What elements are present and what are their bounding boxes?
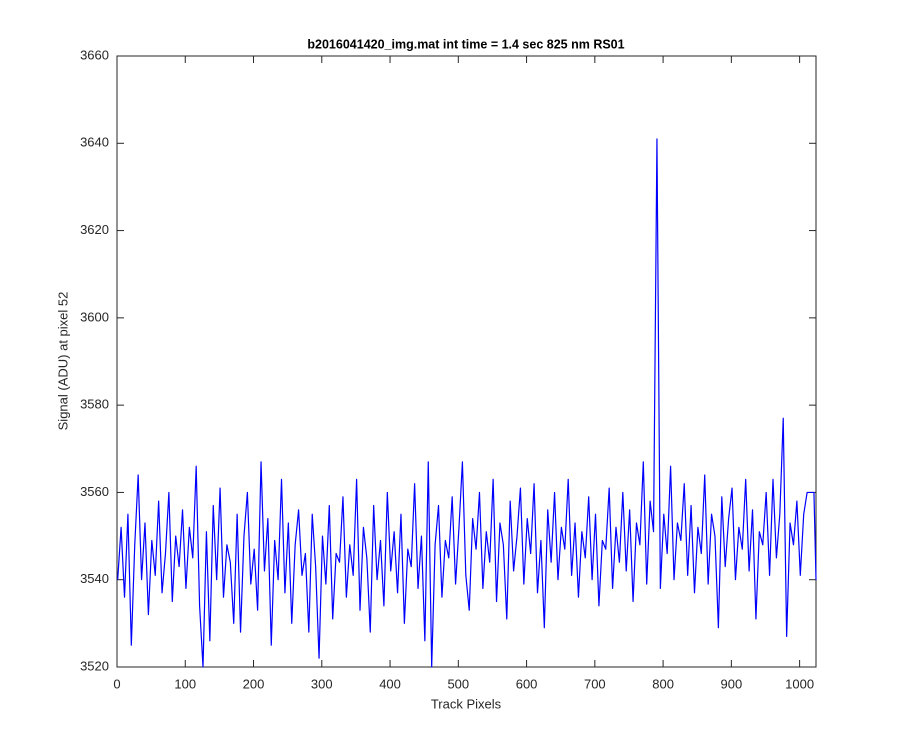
- y-tick-label: 3560: [80, 484, 109, 499]
- x-tick-label: 800: [652, 676, 674, 691]
- y-tick-label: 3600: [80, 309, 109, 324]
- chart-title: b2016041420_img.mat int time = 1.4 sec 8…: [307, 37, 624, 51]
- x-tick-label: 200: [243, 676, 265, 691]
- y-tick-label: 3620: [80, 222, 109, 237]
- x-tick-label: 700: [584, 676, 606, 691]
- y-tick-label: 3520: [80, 658, 109, 673]
- y-tick-label: 3580: [80, 397, 109, 412]
- data-line: [117, 138, 817, 668]
- x-axis-label: Track Pixels: [431, 696, 502, 711]
- y-tick-label: 3540: [80, 571, 109, 586]
- x-tick-label: 900: [721, 676, 743, 691]
- x-tick-label: 300: [311, 676, 333, 691]
- x-tick-label: 100: [174, 676, 196, 691]
- y-tick-label: 3640: [80, 135, 109, 150]
- x-tick-label: 600: [516, 676, 538, 691]
- plot-box: [116, 55, 817, 668]
- x-tick-label: 1000: [785, 676, 814, 691]
- y-tick-label: 3660: [80, 47, 109, 62]
- x-tick-label: 0: [113, 676, 120, 691]
- y-axis-label: Signal (ADU) at pixel 52: [55, 292, 70, 431]
- x-tick-label: 500: [447, 676, 469, 691]
- x-tick-label: 400: [379, 676, 401, 691]
